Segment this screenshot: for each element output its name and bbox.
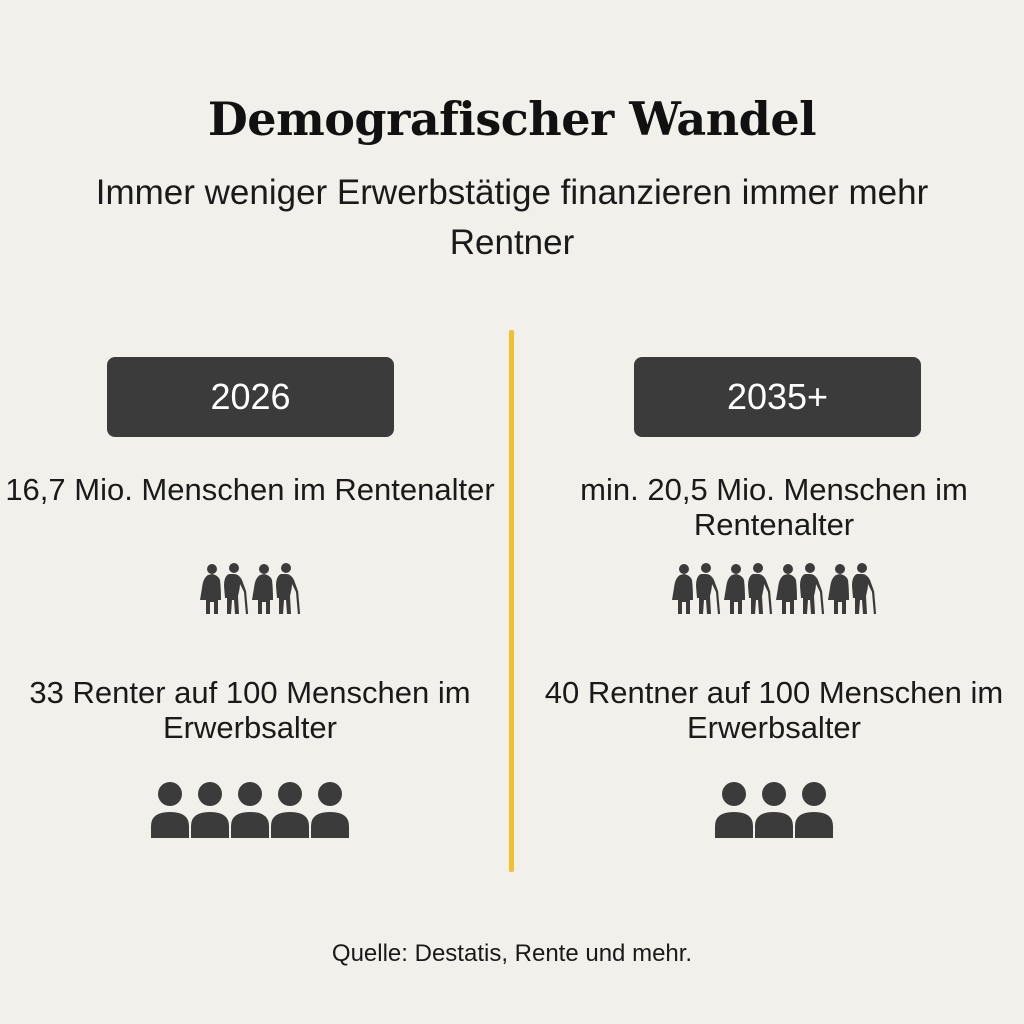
worker-icons-row — [524, 782, 1024, 838]
elderly-icons-row — [0, 562, 500, 616]
person-icon — [795, 782, 833, 838]
person-icon — [191, 782, 229, 838]
person-icon — [755, 782, 793, 838]
year-badge: 2026 — [107, 357, 394, 437]
person-icon — [715, 782, 753, 838]
ratio-text: 33 Renter auf 100 Menschen im Erwerbsalt… — [29, 675, 471, 745]
worker-icons-row — [0, 782, 500, 838]
elderly-icons-row — [524, 562, 1024, 616]
elderly-couple-icon — [776, 563, 825, 615]
person-icon — [151, 782, 189, 838]
year-badge: 2035+ — [634, 357, 921, 437]
elderly-couple-icon — [828, 563, 877, 615]
page-title: Demografischer Wandel — [207, 92, 817, 146]
person-icon — [311, 782, 349, 838]
elderly-couple-icon — [252, 563, 301, 615]
person-icon — [271, 782, 309, 838]
elderly-couple-icon — [724, 563, 773, 615]
center-divider — [509, 330, 514, 872]
ratio-text: 40 Rentner auf 100 Menschen im Erwerbsal… — [544, 675, 1004, 745]
elderly-couple-icon — [672, 563, 721, 615]
source-note: Quelle: Destatis, Rente und mehr. — [331, 940, 693, 967]
person-icon — [231, 782, 269, 838]
rentner-count-text: min. 20,5 Mio. Menschen im Rentenalter — [580, 472, 968, 542]
rentner-count-text: 16,7 Mio. Menschen im Rentenalter — [5, 472, 495, 507]
page-subtitle: Immer weniger Erwerbstätige finanzieren … — [95, 173, 929, 262]
elderly-couple-icon — [200, 563, 249, 615]
